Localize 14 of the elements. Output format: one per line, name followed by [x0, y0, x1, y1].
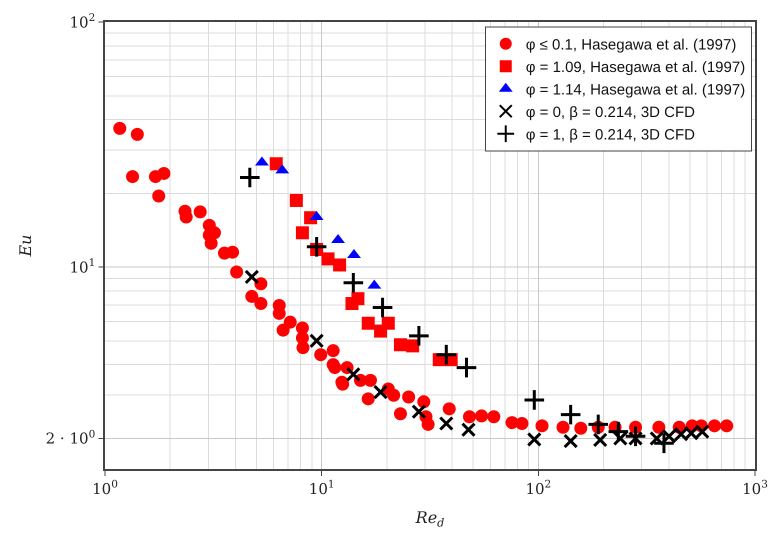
legend-label: φ ≤ 0.1, Hasegawa et al. (1997)	[526, 36, 736, 54]
x-tick-label: 10$^{0}$	[92, 478, 118, 498]
legend-label: φ = 1.14, Hasegawa et al. (1997)	[526, 82, 746, 99]
y-tick-label: 10$^{1}$	[69, 257, 96, 276]
x-tick-label: 10$^{2}$	[525, 478, 552, 498]
x-axis-title: Re$_{d}$	[414, 508, 444, 530]
legend-label: φ = 1, β = 0.214, 3D CFD	[526, 126, 696, 144]
legend-label: φ = 1.09, Hasegawa et al. (1997)	[526, 59, 746, 76]
y-tick-label: 2 · 10$^{0}$	[46, 428, 96, 448]
x-tick-label: 10$^{1}$	[308, 478, 335, 498]
y-tick-label: 10$^{2}$	[69, 12, 96, 32]
x-tick-label: 10$^{3}$	[742, 478, 768, 498]
legend-label: φ = 0, β = 0.214, 3D CFD	[526, 104, 696, 122]
y-axis-title: Eu	[16, 234, 36, 258]
